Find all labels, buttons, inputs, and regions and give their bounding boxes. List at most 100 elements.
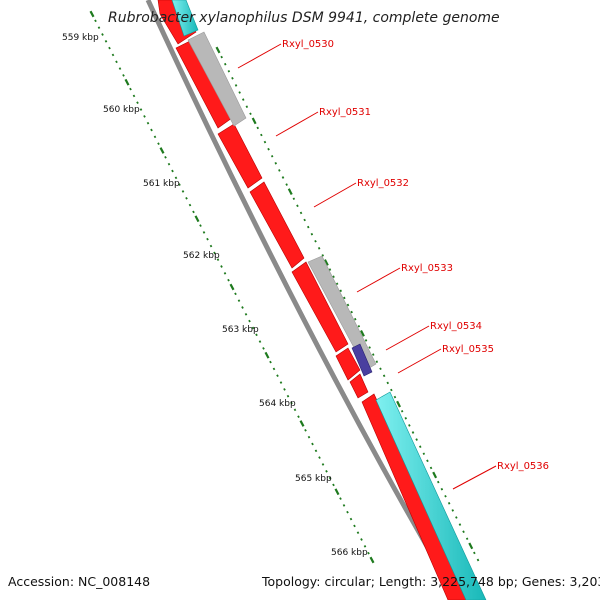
position-label: 561 kbp <box>143 179 180 189</box>
minor-tick <box>462 530 465 534</box>
minor-tick <box>368 346 371 349</box>
minor-tick <box>404 416 408 420</box>
gene-label-rxyl-0535[interactable]: Rxyl_0535 <box>442 344 494 355</box>
gene-label-rxyl-0533[interactable]: Rxyl_0533 <box>401 263 453 274</box>
minor-tick <box>332 275 335 279</box>
major-tick <box>194 215 200 223</box>
gray-block-0530[interactable] <box>187 31 247 127</box>
minor-tick <box>343 296 346 300</box>
minor-tick <box>136 101 139 105</box>
minor-tick <box>227 278 230 282</box>
minor-tick <box>104 39 108 43</box>
gene-block-rxyl-0532[interactable] <box>249 181 305 269</box>
minor-tick <box>408 424 411 427</box>
minor-tick <box>328 268 332 271</box>
minor-tick <box>350 310 353 314</box>
map-title: Rubrobacter xylanophilus DSM 9941, compl… <box>108 10 500 26</box>
minor-tick <box>299 211 303 215</box>
minor-tick <box>241 306 244 309</box>
minor-tick <box>143 115 146 118</box>
minor-tick <box>251 326 255 330</box>
minor-tick <box>237 299 241 302</box>
minor-tick <box>285 183 288 186</box>
gene-block-rxyl-0535[interactable] <box>349 373 369 399</box>
leader-line <box>356 267 401 293</box>
minor-tick <box>317 246 321 250</box>
minor-tick <box>227 69 231 73</box>
cyan-block-rxyl-0536[interactable] <box>375 391 487 600</box>
minor-tick <box>292 197 296 201</box>
minor-tick <box>400 409 404 413</box>
minor-tick <box>304 428 307 432</box>
major-tick <box>360 330 365 337</box>
gene-block-rxyl-0533[interactable] <box>291 261 349 353</box>
gene-block-rxyl-0531[interactable] <box>217 123 263 189</box>
minor-tick <box>444 494 447 498</box>
major-tick <box>334 488 340 496</box>
leader-line <box>275 111 319 137</box>
minor-tick <box>234 84 238 87</box>
gene-label-rxyl-0530[interactable]: Rxyl_0530 <box>282 39 334 50</box>
major-tick <box>251 117 257 125</box>
minor-tick <box>150 128 153 132</box>
leader-line <box>452 465 497 490</box>
inner-tick-track <box>89 10 375 564</box>
minor-tick <box>216 258 220 262</box>
minor-tick <box>363 545 367 548</box>
feature-track <box>145 0 487 600</box>
major-tick <box>369 556 375 564</box>
minor-tick <box>256 126 260 130</box>
minor-tick <box>101 33 104 36</box>
minor-tick <box>115 60 118 64</box>
minor-tick <box>181 190 185 193</box>
minor-tick <box>174 176 178 180</box>
gene-label-rxyl-0532[interactable]: Rxyl_0532 <box>357 178 409 189</box>
gene-label-rxyl-0531[interactable]: Rxyl_0531 <box>319 107 371 118</box>
minor-tick <box>267 147 270 151</box>
blue-block-rxyl-0534[interactable] <box>351 343 373 377</box>
minor-tick <box>171 169 174 173</box>
minor-tick <box>94 19 97 23</box>
minor-tick <box>272 367 276 371</box>
accession-text: Accession: NC_008148 <box>8 574 150 589</box>
major-tick <box>215 46 221 54</box>
minor-tick <box>447 501 451 505</box>
minor-tick <box>108 46 111 50</box>
minor-tick <box>213 251 216 255</box>
minor-tick <box>364 339 368 342</box>
position-label: 566 kbp <box>331 548 368 558</box>
minor-tick <box>157 142 160 146</box>
minor-tick <box>286 394 290 398</box>
leader-line <box>237 43 282 69</box>
leader-line <box>385 325 430 351</box>
minor-tick <box>339 289 343 293</box>
position-label: 562 kbp <box>183 251 220 261</box>
minor-tick <box>357 324 361 328</box>
minor-tick <box>248 319 251 323</box>
minor-tick <box>245 105 249 109</box>
minor-tick <box>393 395 397 399</box>
gene-label-rxyl-0534[interactable]: Rxyl_0534 <box>430 321 482 332</box>
minor-tick <box>234 292 237 296</box>
minor-tick <box>139 108 143 111</box>
minor-tick <box>118 67 122 70</box>
gray-block-0533[interactable] <box>307 255 377 371</box>
minor-tick <box>436 480 440 484</box>
label-leader-lines <box>237 43 497 490</box>
minor-tick <box>321 463 325 466</box>
gene-block-rxyl-0534[interactable] <box>335 347 361 381</box>
minor-tick <box>223 272 227 275</box>
minor-tick <box>283 388 286 391</box>
minor-tick <box>346 303 350 307</box>
gene-label-rxyl-0536[interactable]: Rxyl_0536 <box>497 461 549 472</box>
cyan-block-top[interactable] <box>171 0 199 37</box>
minor-tick <box>465 537 469 541</box>
major-tick <box>299 420 305 427</box>
minor-tick <box>455 516 458 519</box>
minor-tick <box>386 381 390 385</box>
minor-tick <box>262 347 265 350</box>
major-tick <box>468 542 474 550</box>
minor-tick <box>310 232 314 236</box>
minor-tick <box>382 374 386 378</box>
minor-tick <box>473 551 476 555</box>
